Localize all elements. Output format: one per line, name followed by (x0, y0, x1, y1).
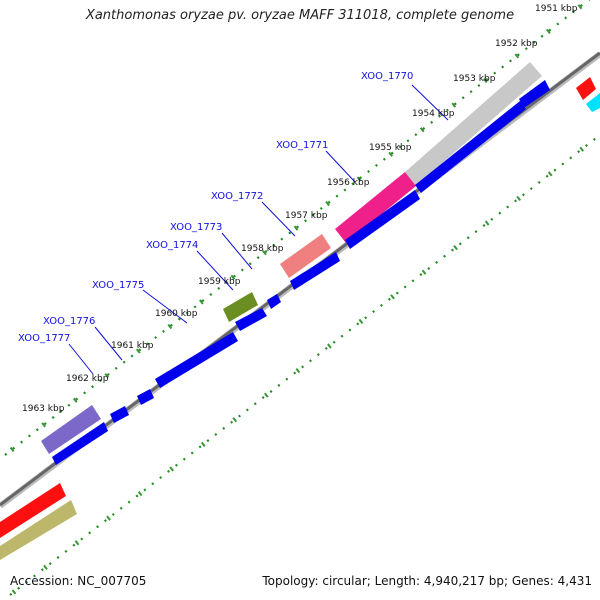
cds-arrow[interactable] (155, 332, 238, 388)
gene-block-red-upper[interactable] (576, 77, 596, 100)
leader-xoo-1771 (325, 150, 356, 183)
genome-summary-text: Topology: circular; Length: 4,940,217 bp… (262, 574, 592, 588)
leader-xoo-1777 (68, 343, 94, 375)
kbp-label: 1953 kbp (453, 74, 496, 84)
kbp-label: 1958 kbp (241, 244, 284, 254)
kbp-label: 1959 kbp (198, 277, 241, 287)
kbp-label: 1957 kbp (285, 211, 328, 221)
accession-text: Accession: NC_007705 (10, 574, 147, 588)
gene-block-gray[interactable] (405, 62, 542, 186)
gene-label-xoo-1776[interactable]: XOO_1776 (43, 316, 95, 327)
cds-arrow[interactable] (290, 252, 340, 290)
genome-title: Xanthomonas oryzae pv. oryzae MAFF 31101… (85, 8, 515, 23)
cds-arrow[interactable] (415, 101, 526, 193)
gene-block-red-lower[interactable] (0, 483, 66, 538)
cds-arrow[interactable] (519, 80, 550, 108)
kbp-label: 1960 kbp (155, 309, 198, 319)
cds-arrow[interactable] (52, 422, 108, 465)
leader-xoo-1770 (411, 84, 449, 121)
gene-block-pink[interactable] (335, 172, 416, 243)
cds-arrow[interactable] (345, 190, 420, 249)
kbp-label: 1951 kbp (535, 4, 578, 14)
gene-label-xoo-1773[interactable]: XOO_1773 (170, 222, 222, 233)
gene-block-purple[interactable] (41, 405, 101, 454)
kbp-label: 1956 kbp (327, 178, 370, 188)
gene-block-khaki[interactable] (0, 500, 77, 560)
cds-arrow[interactable] (110, 406, 129, 423)
outer-dot-track (4, 0, 591, 456)
cds-arrow[interactable] (235, 308, 267, 331)
leader-xoo-1772 (261, 201, 296, 237)
inner-tick-track (8, 133, 600, 597)
gene-label-xoo-1774[interactable]: XOO_1774 (146, 240, 198, 251)
kbp-label: 1954 kbp (412, 109, 455, 119)
leader-xoo-1773 (221, 232, 253, 270)
gene-label-xoo-1772[interactable]: XOO_1772 (211, 191, 263, 202)
gene-block-cyan[interactable] (586, 93, 600, 112)
gene-label-xoo-1770[interactable]: XOO_1770 (361, 71, 413, 82)
gene-block-olive[interactable] (223, 292, 258, 322)
kbp-label: 1955 kbp (369, 143, 412, 153)
inner-dot-track (9, 134, 600, 596)
kbp-label: 1963 kbp (22, 404, 65, 414)
gene-block-salmon[interactable] (280, 234, 331, 278)
kbp-label: 1962 kbp (66, 374, 109, 384)
leader-xoo-1775 (142, 289, 188, 324)
cds-arrow[interactable] (137, 389, 154, 405)
kbp-label: 1961 kbp (111, 341, 154, 351)
gene-label-xoo-1777[interactable]: XOO_1777 (18, 333, 70, 344)
leader-xoo-1774 (196, 250, 234, 291)
kbp-label: 1952 kbp (495, 39, 538, 49)
cds-arrow[interactable] (267, 294, 281, 309)
gene-label-xoo-1771[interactable]: XOO_1771 (276, 140, 328, 151)
gene-label-xoo-1775[interactable]: XOO_1775 (92, 280, 144, 291)
leader-xoo-1776 (94, 326, 123, 361)
